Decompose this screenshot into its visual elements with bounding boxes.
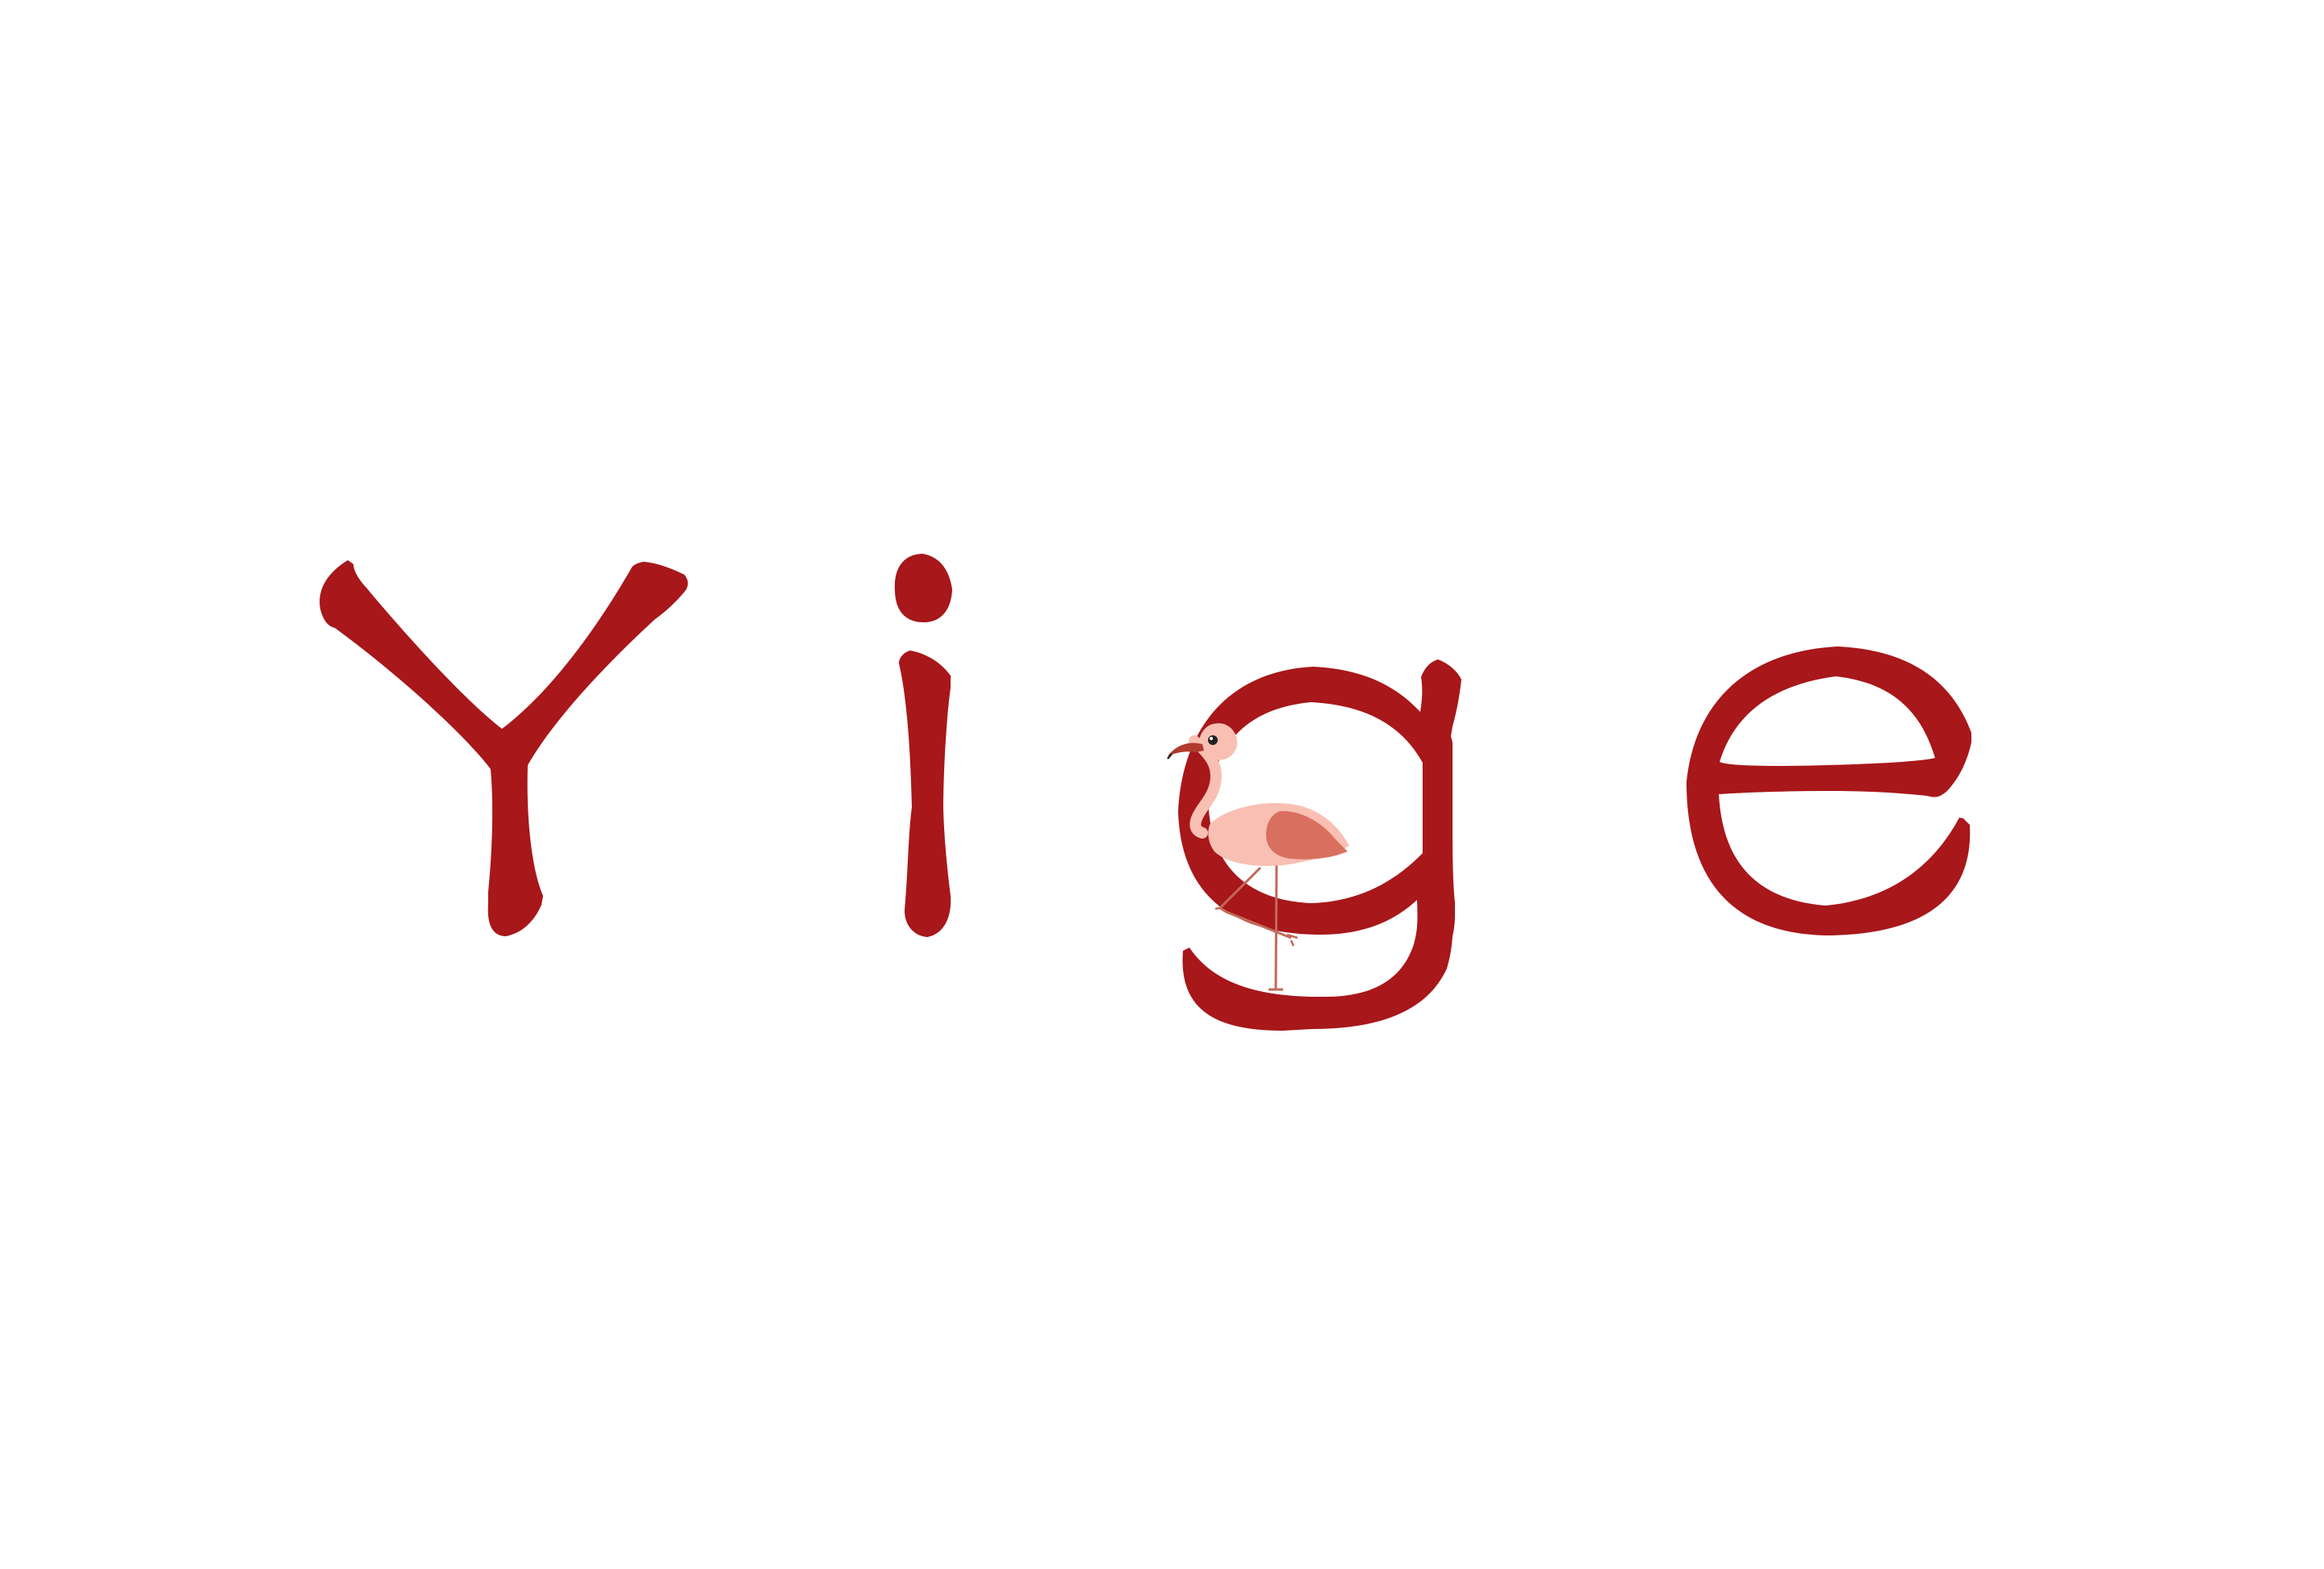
flamingo-eye	[1208, 735, 1218, 745]
letter-i	[895, 554, 952, 937]
letter-y	[320, 560, 688, 936]
letter-e	[1687, 646, 1971, 935]
flamingo-leg	[1276, 864, 1277, 989]
